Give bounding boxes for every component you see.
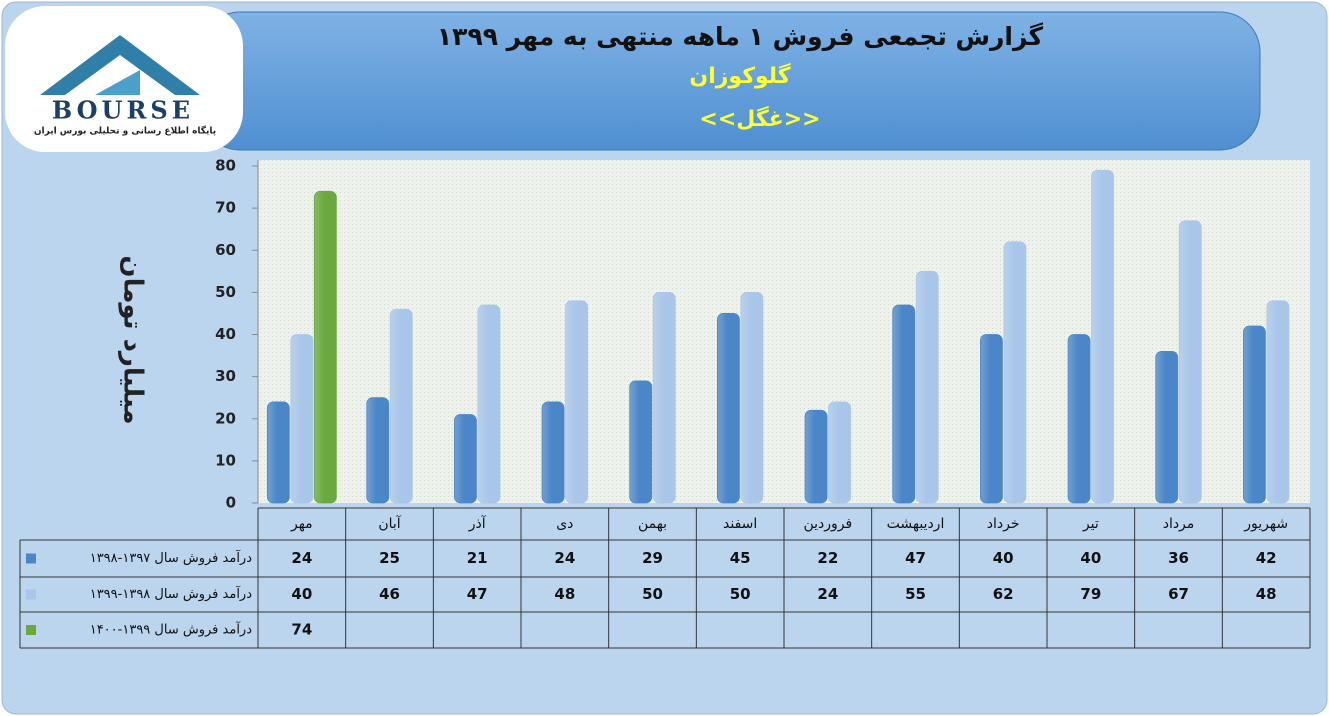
y-tick-label: 0 <box>226 494 236 512</box>
bar <box>477 304 501 504</box>
y-tick-label: 70 <box>215 199 236 217</box>
category-label: فروردین <box>803 516 852 532</box>
logo-tagline: پایگاه اطلاع رسانی و تحلیلی بورس ایران <box>34 125 216 137</box>
bar <box>1003 241 1027 504</box>
table-value: 46 <box>379 585 400 603</box>
category-label: مرداد <box>1163 516 1195 532</box>
bar <box>980 334 1003 504</box>
table-value: 74 <box>291 621 312 639</box>
category-label: مهر <box>290 516 313 532</box>
table-value: 50 <box>642 585 663 603</box>
category-label: شهریور <box>1243 516 1288 532</box>
category-label: آذر <box>468 515 487 532</box>
bar <box>892 304 916 504</box>
table-value: 47 <box>467 585 488 603</box>
bar <box>717 313 740 504</box>
logo-mark <box>40 35 200 95</box>
table-value: 29 <box>642 549 663 567</box>
bar <box>565 300 588 504</box>
chart-subtitle: گلوکوزان <box>689 62 790 89</box>
bar <box>915 270 939 504</box>
legend-swatch <box>26 553 36 564</box>
bar <box>541 401 565 504</box>
chart-title: گزارش تجمعی فروش ۱ ماهه منتهی به مهر ۱۳۹… <box>437 22 1044 52</box>
table-value: 24 <box>291 549 312 567</box>
table-value: 21 <box>467 549 488 567</box>
bar <box>740 291 764 504</box>
table-value: 22 <box>817 549 838 567</box>
y-tick-label: 20 <box>215 409 236 427</box>
plot-area <box>258 160 1310 503</box>
table-value: 47 <box>905 549 926 567</box>
bar <box>1243 325 1266 504</box>
bar <box>1266 300 1290 504</box>
category-label: اسفند <box>723 516 757 532</box>
y-tick-label: 50 <box>215 283 236 301</box>
y-tick-label: 40 <box>215 325 236 343</box>
logo-text: BOURSE <box>52 96 194 125</box>
table-value: 48 <box>1256 585 1277 603</box>
bar <box>804 409 828 504</box>
y-axis-label: میلیارد تومان <box>118 255 148 424</box>
bar <box>266 401 290 504</box>
bar <box>366 397 390 504</box>
legend-label: درآمد فروش سال ۱۳۹۸-۱۳۹۹ <box>90 585 252 602</box>
table-value: 40 <box>291 585 312 603</box>
bar <box>290 334 314 504</box>
bar <box>1178 220 1202 504</box>
y-tick-label: 30 <box>215 367 236 385</box>
bar <box>828 401 851 504</box>
bar <box>1067 334 1091 504</box>
table-value: 42 <box>1256 549 1277 567</box>
legend-label: درآمد فروش سال ۱۳۹۷-۱۳۹۸ <box>90 549 252 566</box>
category-label: اردیبهشت <box>887 516 945 532</box>
chart-symbol: <<غگل>> <box>699 105 820 132</box>
table-value: 40 <box>993 549 1014 567</box>
y-tick-label: 60 <box>215 241 236 259</box>
bar <box>1155 350 1179 504</box>
y-tick-label: 10 <box>215 451 236 469</box>
table-value: 24 <box>554 549 575 567</box>
table-value: 67 <box>1168 585 1189 603</box>
category-label: دی <box>556 516 573 532</box>
category-label: آبان <box>378 515 401 532</box>
bar <box>313 190 337 504</box>
table-value: 36 <box>1168 549 1189 567</box>
bar <box>652 291 676 504</box>
table-value: 40 <box>1080 549 1101 567</box>
category-label: خرداد <box>987 516 1020 532</box>
table-value: 24 <box>817 585 838 603</box>
category-label: تیر <box>1082 516 1099 532</box>
legend-swatch <box>26 589 36 600</box>
bar <box>454 414 477 504</box>
table-value: 25 <box>379 549 400 567</box>
y-tick-label: 80 <box>215 157 236 175</box>
table-value: 79 <box>1080 585 1101 603</box>
legend-label: درآمد فروش سال ۱۳۹۹-۱۴۰۰ <box>90 621 252 638</box>
table-value: 62 <box>993 585 1014 603</box>
logo-mark <box>95 70 140 95</box>
category-label: بهمن <box>638 516 667 532</box>
bar <box>389 308 413 504</box>
table-value: 50 <box>730 585 751 603</box>
bar <box>1091 169 1114 504</box>
table-value: 48 <box>554 585 575 603</box>
table-value: 45 <box>730 549 751 567</box>
table-value: 55 <box>905 585 926 603</box>
legend-swatch <box>26 625 36 635</box>
bar <box>629 380 653 504</box>
